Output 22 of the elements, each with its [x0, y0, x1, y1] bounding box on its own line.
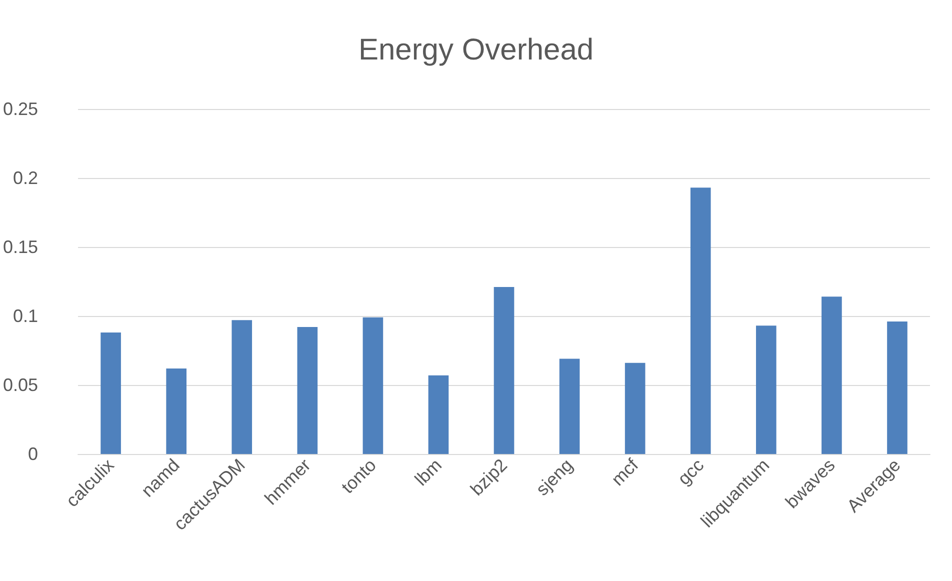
- bar: [297, 327, 318, 454]
- bar: [100, 332, 121, 454]
- bar: [624, 362, 646, 454]
- bar: [822, 296, 842, 454]
- chart-title: Energy Overhead: [358, 34, 594, 66]
- bar: [559, 358, 580, 454]
- bar: [494, 287, 514, 454]
- y-tick-label: 0.15: [2, 237, 38, 257]
- bar: [428, 375, 449, 454]
- y-tick-label: 0: [28, 444, 38, 464]
- bar: [362, 317, 384, 454]
- bar: [887, 322, 908, 454]
- y-tick-label: 0.1: [13, 306, 38, 326]
- x-tick-label: lbm: [410, 454, 446, 490]
- bar: [166, 368, 186, 454]
- bar: [690, 188, 711, 454]
- x-tick-label: mcf: [608, 454, 643, 490]
- bar: [756, 326, 776, 454]
- y-tick-label: 0.25: [2, 99, 38, 119]
- bar: [232, 320, 252, 454]
- y-tick-label: 0.05: [2, 375, 38, 395]
- y-tick-label: 0.2: [13, 168, 38, 188]
